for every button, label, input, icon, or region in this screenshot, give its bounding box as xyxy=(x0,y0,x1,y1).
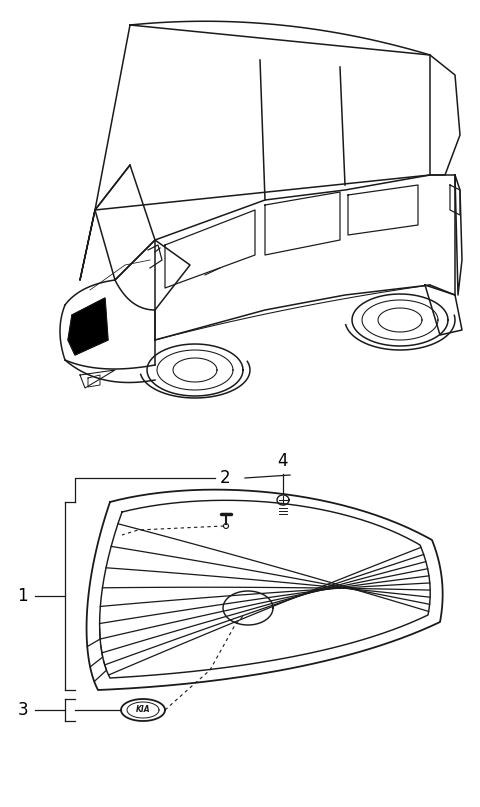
Text: 2: 2 xyxy=(220,469,230,487)
Text: 4: 4 xyxy=(278,452,288,470)
Polygon shape xyxy=(68,298,108,355)
Text: 1: 1 xyxy=(17,587,28,605)
Text: 3: 3 xyxy=(17,701,28,719)
Text: KIA: KIA xyxy=(136,705,150,714)
